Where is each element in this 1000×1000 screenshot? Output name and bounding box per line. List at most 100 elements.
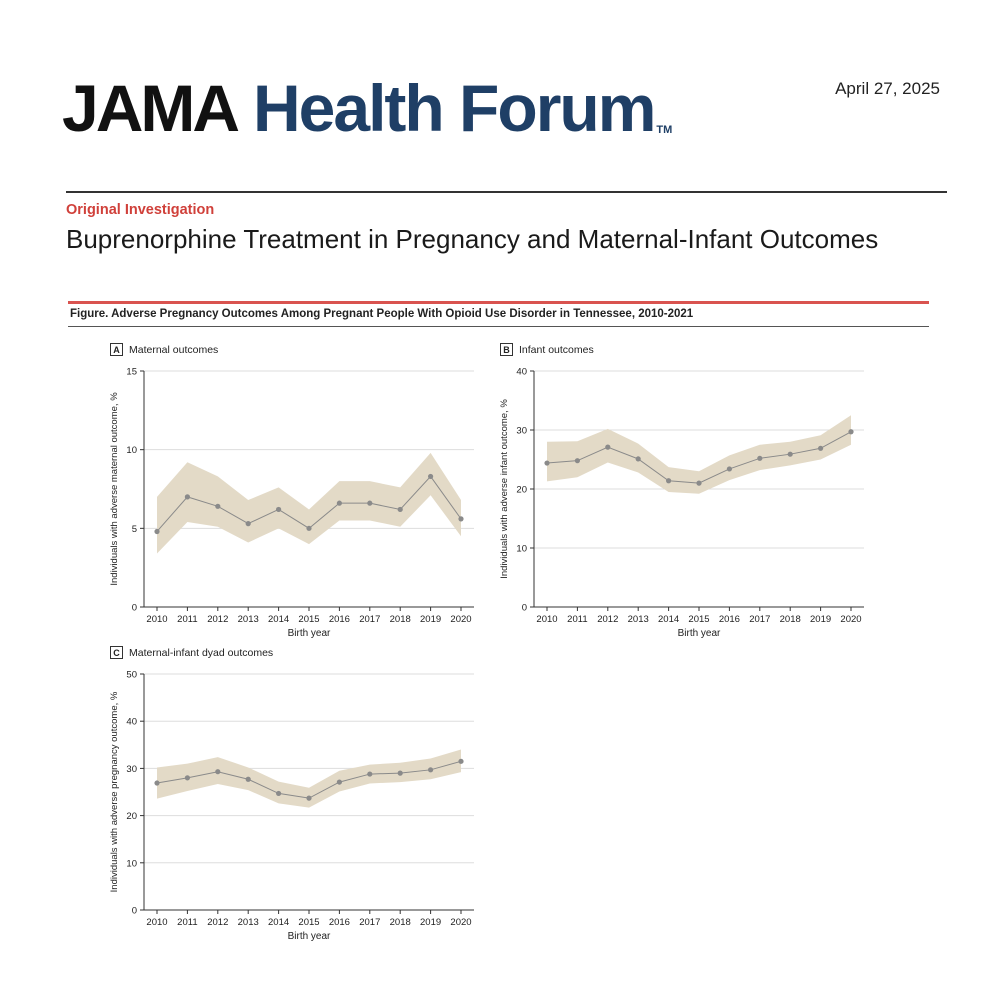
panel-c-y-tick-label: 40: [126, 717, 137, 728]
figure-caption-rule: [68, 326, 929, 327]
panel-c-title: Maternal-infant dyad outcomes: [129, 646, 274, 659]
panel-b-data-point: [696, 480, 702, 486]
panel-a-data-point: [215, 503, 221, 509]
panel-c-data-point: [306, 795, 312, 801]
panel-a-data-point: [428, 473, 434, 480]
panel-a-data-point: [276, 506, 282, 513]
panel-b-data-point: [544, 460, 550, 466]
panel-a-x-tick-label: 2011: [177, 614, 197, 625]
panel-a-confidence-band: [157, 452, 461, 554]
panel-c-x-tick-label: 2020: [450, 917, 471, 928]
panel-c-x-tick-label: 2011: [177, 917, 197, 928]
panel-a-letter: A: [110, 343, 123, 356]
panel-b-data-point: [574, 458, 580, 464]
panel-c-letter: C: [110, 646, 123, 659]
panel-c-x-tick-label: 2013: [238, 917, 259, 928]
panel-b-data-point: [787, 451, 793, 457]
panel-b-data-point: [666, 478, 672, 484]
panel-c-data-point: [215, 769, 221, 775]
panel-a-y-tick-label: 5: [132, 524, 137, 535]
panel-c-x-tick-label: 2012: [207, 917, 228, 928]
chart-a-svg: 0 5 10 15 2010 2011 2012 2013 2014 2015 2016 2017 20…: [109, 367, 474, 639]
panel-b-x-tick-label: 2010: [536, 614, 557, 625]
panel-a-y-tick-label: 0: [132, 603, 137, 614]
panel-b-data-point: [848, 429, 854, 435]
panel-b-data-point: [818, 445, 824, 451]
chart-panel-c: C Maternal-infant dyad outcomes 0 10 20 30 4…: [100, 643, 490, 953]
panel-a-x-tick-label: 2019: [420, 614, 441, 625]
panel-b-y-tick-label: 30: [516, 426, 527, 437]
panel-c-data-point: [428, 767, 434, 773]
panel-a-x-tick-label: 2016: [329, 614, 350, 625]
section-label: Original Investigation: [66, 202, 215, 218]
panel-a-x-tick-label: 2018: [390, 614, 411, 625]
panel-b-header: B Infant outcomes: [500, 343, 594, 356]
panel-b-x-tick-label: 2016: [719, 614, 740, 625]
panel-c-data-point: [397, 770, 403, 776]
panel-b-data-point: [605, 444, 611, 450]
panel-b-x-tick-label: 2013: [628, 614, 649, 625]
panel-b-x-tick-label: 2011: [567, 614, 587, 625]
journal-masthead: JAMA Health Forum TM: [62, 70, 673, 145]
panel-b-y-tick-label: 20: [516, 485, 527, 496]
panel-b-x-tick-label: 2019: [810, 614, 831, 625]
panel-c-y-axis-title: Individuals with adverse pregnancy outco…: [109, 691, 120, 892]
panel-a-x-tick-label: 2015: [298, 614, 319, 625]
panel-b-data-point: [635, 456, 641, 462]
panel-c-data-point: [458, 758, 464, 764]
panel-c-data-point: [367, 771, 373, 777]
panel-c-x-axis-title: Birth year: [288, 931, 331, 942]
publication-date: April 27, 2025: [835, 79, 940, 98]
panel-a-data-point: [336, 500, 342, 506]
panel-a-y-tick-label: 15: [126, 367, 137, 378]
journal-brand-secondary: Health Forum: [253, 71, 656, 145]
panel-a-data-point: [184, 494, 190, 500]
panel-c-data-point: [276, 790, 282, 797]
chart-b-svg: 0 10 20 30 40 2010 2011 2012 2013 2014 2015 2016 201…: [499, 367, 864, 639]
panel-a-data-point: [306, 525, 312, 531]
panel-c-x-tick-label: 2015: [298, 917, 319, 928]
panel-b-x-axis-title: Birth year: [678, 628, 721, 639]
panel-b-data-point: [757, 455, 763, 461]
panel-b-x-tick-label: 2018: [780, 614, 801, 625]
panel-b-x-tick-label: 2014: [658, 614, 679, 625]
trademark-mark: TM: [656, 124, 673, 136]
header-divider: [66, 191, 947, 193]
panel-c-data-point: [336, 779, 342, 785]
panel-b-y-tick-label: 40: [516, 367, 527, 378]
panel-c-y-tick-label: 50: [126, 670, 137, 681]
panel-c-confidence-band: [157, 749, 461, 808]
panel-c-y-tick-label: 0: [132, 906, 137, 917]
panel-b-letter: B: [500, 343, 513, 356]
panel-c-x-tick-label: 2018: [390, 917, 411, 928]
panel-a-x-tick-label: 2017: [359, 614, 380, 625]
panel-b-y-tick-label: 10: [516, 544, 527, 555]
panel-c-x-tick-label: 2016: [329, 917, 350, 928]
chart-panel-a: A Maternal outcomes 0 5 10 15 2010 2011 2012 20…: [100, 340, 490, 650]
panel-a-title: Maternal outcomes: [129, 343, 219, 356]
panel-b-y-axis-title: Individuals with adverse infant outcome,…: [499, 399, 510, 579]
panel-a-data-point: [245, 521, 251, 527]
panel-a-x-tick-label: 2020: [450, 614, 471, 625]
panel-a-y-tick-label: 10: [126, 445, 137, 456]
panel-b-x-tick-label: 2017: [749, 614, 770, 625]
panel-c-x-tick-label: 2017: [359, 917, 380, 928]
figure-top-rule: [68, 301, 929, 304]
panel-a-data-point: [367, 500, 373, 506]
panel-a-x-tick-label: 2010: [146, 614, 167, 625]
panel-c-data-point: [245, 776, 251, 782]
panel-a-data-point: [397, 506, 403, 513]
panel-b-y-tick-label: 0: [522, 603, 527, 614]
panel-c-x-tick-label: 2014: [268, 917, 289, 928]
panel-c-y-tick-label: 10: [126, 858, 137, 869]
panel-a-x-tick-label: 2013: [238, 614, 259, 625]
panel-a-y-axis-title: Individuals with adverse maternal outcom…: [109, 392, 120, 586]
figure-caption: Figure. Adverse Pregnancy Outcomes Among…: [70, 308, 694, 320]
panel-c-y-tick-label: 20: [126, 811, 137, 822]
chart-c-svg: 0 10 20 30 40 50 2010 2011 2012 2013 2014 2015 2016 2…: [109, 670, 474, 942]
panel-c-data-point: [154, 780, 160, 786]
panel-a-data-point: [154, 528, 160, 535]
panel-c-y-tick-label: 30: [126, 764, 137, 775]
panel-a-x-tick-label: 2014: [268, 614, 289, 625]
panel-b-x-tick-label: 2015: [688, 614, 709, 625]
